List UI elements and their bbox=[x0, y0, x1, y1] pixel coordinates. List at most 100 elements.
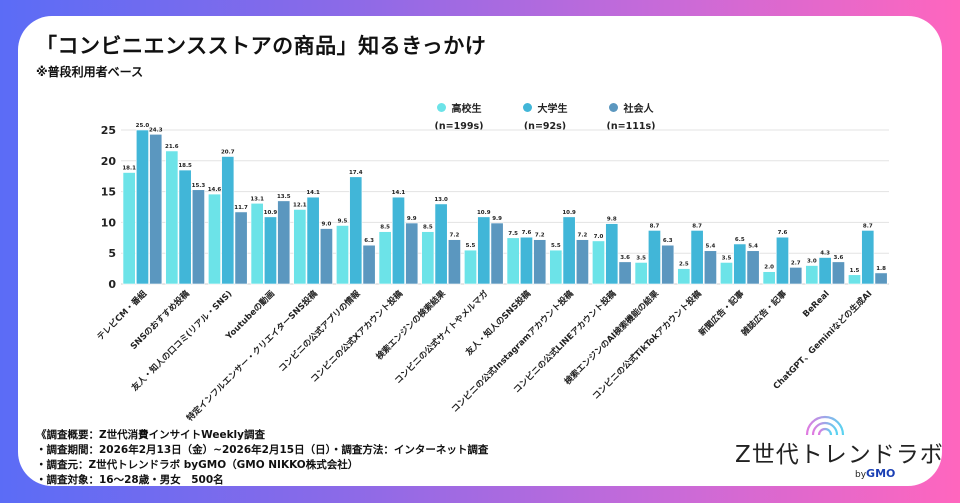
bar bbox=[208, 193, 221, 285]
data-label: 1.5 bbox=[850, 268, 860, 274]
bar bbox=[447, 239, 461, 285]
bar bbox=[178, 169, 192, 285]
bar bbox=[562, 216, 576, 285]
data-label: 9.5 bbox=[338, 218, 348, 224]
bar bbox=[277, 200, 291, 285]
bar bbox=[861, 230, 875, 285]
data-label: 17.4 bbox=[349, 170, 363, 176]
bar bbox=[533, 239, 547, 285]
bar bbox=[703, 250, 717, 285]
bar bbox=[549, 249, 563, 285]
data-label: 14.1 bbox=[392, 190, 406, 196]
footer-line: ・調査対象：16〜28歳・男女 500名 bbox=[36, 474, 224, 486]
bar bbox=[506, 237, 520, 285]
x-tick-label: コンビニの公式Xアカウント投稿 bbox=[309, 288, 406, 385]
bar bbox=[605, 223, 619, 285]
data-label: 2.0 bbox=[764, 265, 774, 271]
bar bbox=[391, 196, 405, 285]
data-label: 10.9 bbox=[562, 210, 576, 216]
data-label: 13.1 bbox=[250, 196, 264, 202]
data-label: 25.0 bbox=[136, 123, 150, 129]
x-tick-label: 検索エンジンのAI検索機能の結果 bbox=[562, 288, 661, 387]
bar bbox=[874, 272, 888, 285]
y-tick-label: 15 bbox=[101, 186, 116, 199]
bar bbox=[378, 231, 392, 285]
legend-dot bbox=[608, 103, 618, 112]
data-label: 2.7 bbox=[791, 260, 801, 266]
bar bbox=[575, 239, 589, 285]
data-label: 9.9 bbox=[407, 216, 417, 222]
data-label: 8.5 bbox=[380, 225, 390, 231]
y-tick-label: 25 bbox=[101, 124, 116, 137]
brand-logo: Z世代トレンドラボ byGMO bbox=[735, 405, 943, 485]
data-label: 5.5 bbox=[466, 243, 476, 249]
bar bbox=[349, 176, 363, 285]
bar bbox=[221, 156, 235, 285]
bar bbox=[250, 203, 264, 285]
data-label: 7.2 bbox=[578, 233, 588, 239]
data-label: 8.7 bbox=[692, 223, 702, 229]
data-label: 14.1 bbox=[306, 190, 320, 196]
legend-dot bbox=[522, 103, 532, 112]
legend-label: 高校生 bbox=[451, 104, 482, 115]
bar bbox=[405, 222, 419, 285]
legend-dot bbox=[436, 103, 446, 112]
legend-n: (n=199s) bbox=[434, 121, 484, 132]
page-title: 「コンビニエンスストアの商品」知るきっかけ bbox=[36, 34, 487, 58]
data-label: 3.5 bbox=[636, 255, 646, 261]
data-label: 7.2 bbox=[450, 233, 460, 239]
x-tick-label: コンビニの公式アプリの情報 bbox=[276, 288, 362, 374]
bar bbox=[490, 222, 504, 285]
data-label: 18.1 bbox=[122, 166, 136, 172]
data-label: 1.8 bbox=[876, 266, 886, 272]
data-label: 7.0 bbox=[594, 234, 604, 240]
bar bbox=[122, 172, 136, 285]
logo-text: Z世代トレンドラボ bbox=[735, 442, 944, 468]
data-label: 13.0 bbox=[434, 197, 448, 203]
data-label: 21.6 bbox=[165, 144, 179, 150]
data-label: 24.3 bbox=[149, 127, 163, 133]
data-label: 8.7 bbox=[650, 223, 660, 229]
footer-line: 《調査概要：Z世代消費インサイトWeekly調査 bbox=[36, 429, 265, 441]
bar bbox=[848, 274, 861, 285]
footer-line: ・調査期間：2026年2月13日（金）~2026年2月15日（日）・調査方法：イ… bbox=[36, 444, 489, 456]
bar bbox=[690, 230, 704, 285]
bar bbox=[191, 189, 205, 285]
y-tick-label: 0 bbox=[108, 278, 116, 291]
data-label: 6.3 bbox=[663, 238, 673, 244]
bar bbox=[677, 268, 691, 285]
y-tick-label: 10 bbox=[101, 216, 117, 229]
bar bbox=[464, 249, 477, 285]
data-label: 12.1 bbox=[293, 202, 307, 208]
bar bbox=[818, 257, 832, 285]
data-label: 18.5 bbox=[178, 163, 192, 169]
legend: 高校生 (n=199s) 大学生 (n=92s) 社会人 (n=111s) bbox=[426, 100, 664, 132]
data-label: 3.6 bbox=[834, 255, 844, 261]
data-label: 13.5 bbox=[277, 194, 291, 200]
legend-item-worker: 社会人 (n=111s) bbox=[598, 100, 664, 132]
x-tick-label: 雑誌広告・記事 bbox=[739, 288, 790, 339]
y-tick-label: 5 bbox=[108, 247, 116, 260]
data-label: 2.5 bbox=[679, 262, 689, 268]
bar bbox=[762, 271, 776, 285]
data-label: 14.6 bbox=[208, 187, 222, 193]
x-tick-label: 検索エンジンの検索結果 bbox=[374, 288, 448, 362]
bar bbox=[306, 196, 320, 285]
bar bbox=[421, 231, 435, 285]
legend-label: 社会人 bbox=[623, 104, 654, 115]
bar bbox=[519, 236, 533, 285]
data-label: 3.0 bbox=[807, 259, 817, 265]
bar bbox=[775, 236, 789, 285]
subtitle: ※普段利用者ベース bbox=[36, 65, 144, 79]
data-label: 6.5 bbox=[735, 237, 745, 243]
data-label: 7.6 bbox=[778, 230, 788, 236]
signal-icon bbox=[805, 415, 845, 436]
legend-label: 大学生 bbox=[537, 104, 568, 115]
data-label: 8.5 bbox=[423, 225, 433, 231]
y-tick-label: 20 bbox=[101, 155, 117, 168]
bar bbox=[477, 216, 491, 285]
data-label: 20.7 bbox=[221, 149, 235, 155]
data-label: 4.3 bbox=[820, 251, 830, 257]
data-label: 3.6 bbox=[620, 255, 630, 261]
bar bbox=[720, 262, 733, 285]
